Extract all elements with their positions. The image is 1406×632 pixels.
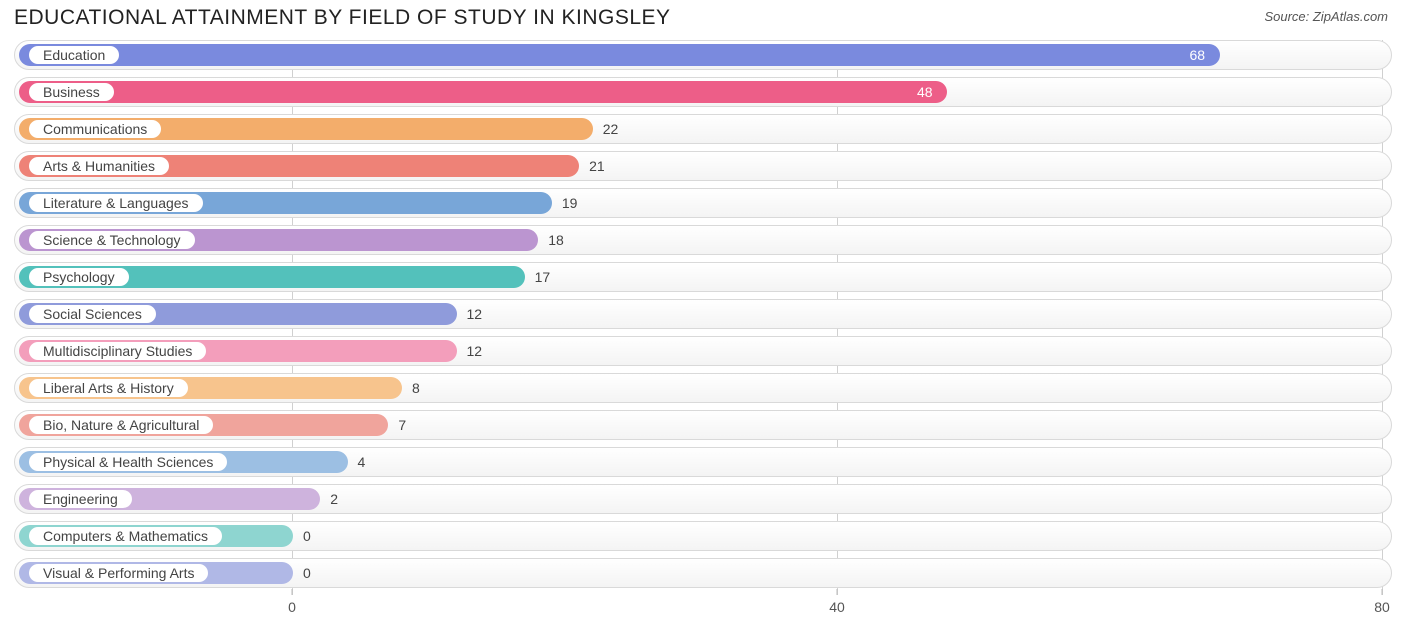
bar-row: Science & Technology 18: [14, 225, 1392, 255]
category-pill: Computers & Mathematics: [27, 525, 224, 547]
category-pill: Social Sciences: [27, 303, 158, 325]
tick-mark: [292, 589, 293, 595]
bar-value-label: 21: [589, 152, 605, 180]
bar-row: Engineering 2: [14, 484, 1392, 514]
category-pill: Psychology: [27, 266, 131, 288]
bar-value-label: 48: [917, 78, 933, 106]
tick-mark: [1382, 589, 1383, 595]
tick-label: 40: [829, 599, 845, 615]
chart-title: EDUCATIONAL ATTAINMENT BY FIELD OF STUDY…: [14, 6, 671, 30]
bar-row: Social Sciences 12: [14, 299, 1392, 329]
tick-mark: [837, 589, 838, 595]
bar-value-label: 7: [398, 411, 406, 439]
category-pill: Visual & Performing Arts: [27, 562, 210, 584]
bar-value-label: 8: [412, 374, 420, 402]
category-pill: Arts & Humanities: [27, 155, 171, 177]
bar-row: Visual & Performing Arts 0: [14, 558, 1392, 588]
bar-value-label: 18: [548, 226, 564, 254]
category-pill: Education: [27, 44, 121, 66]
bar-row: Multidisciplinary Studies 12: [14, 336, 1392, 366]
x-axis: 0 40 80: [0, 593, 1406, 621]
bar-row: Psychology 17: [14, 262, 1392, 292]
bar-row: Education 68: [14, 40, 1392, 70]
bar-fill: [19, 44, 1220, 66]
category-pill: Bio, Nature & Agricultural: [27, 414, 215, 436]
bar-value-label: 68: [1190, 41, 1206, 69]
bar-row: Liberal Arts & History 8: [14, 373, 1392, 403]
bar-value-label: 22: [603, 115, 619, 143]
category-pill: Science & Technology: [27, 229, 197, 251]
category-pill: Physical & Health Sciences: [27, 451, 229, 473]
bar-value-label: 2: [330, 485, 338, 513]
bar-row: Literature & Languages 19: [14, 188, 1392, 218]
category-pill: Multidisciplinary Studies: [27, 340, 208, 362]
tick-label: 80: [1374, 599, 1390, 615]
category-pill: Literature & Languages: [27, 192, 205, 214]
bar-row: Computers & Mathematics 0: [14, 521, 1392, 551]
category-pill: Business: [27, 81, 116, 103]
bar-value-label: 4: [358, 448, 366, 476]
bar-value-label: 0: [303, 559, 311, 587]
category-pill: Communications: [27, 118, 163, 140]
category-pill: Liberal Arts & History: [27, 377, 190, 399]
bar-row: Arts & Humanities 21: [14, 151, 1392, 181]
bar-value-label: 12: [467, 300, 483, 328]
bar-value-label: 12: [467, 337, 483, 365]
bar-row: Communications 22: [14, 114, 1392, 144]
bar-value-label: 17: [535, 263, 551, 291]
source-attribution: Source: ZipAtlas.com: [1264, 9, 1388, 24]
bar-value-label: 19: [562, 189, 578, 217]
chart-plot: Education68Business48Communications22Art…: [14, 40, 1392, 588]
bar-row: Business 48: [14, 77, 1392, 107]
tick-label: 0: [288, 599, 296, 615]
bar-fill: [19, 81, 947, 103]
bar-row: Physical & Health Sciences 4: [14, 447, 1392, 477]
bar-value-label: 0: [303, 522, 311, 550]
chart-area: Education68Business48Communications22Art…: [0, 32, 1406, 621]
category-pill: Engineering: [27, 488, 134, 510]
bar-row: Bio, Nature & Agricultural 7: [14, 410, 1392, 440]
